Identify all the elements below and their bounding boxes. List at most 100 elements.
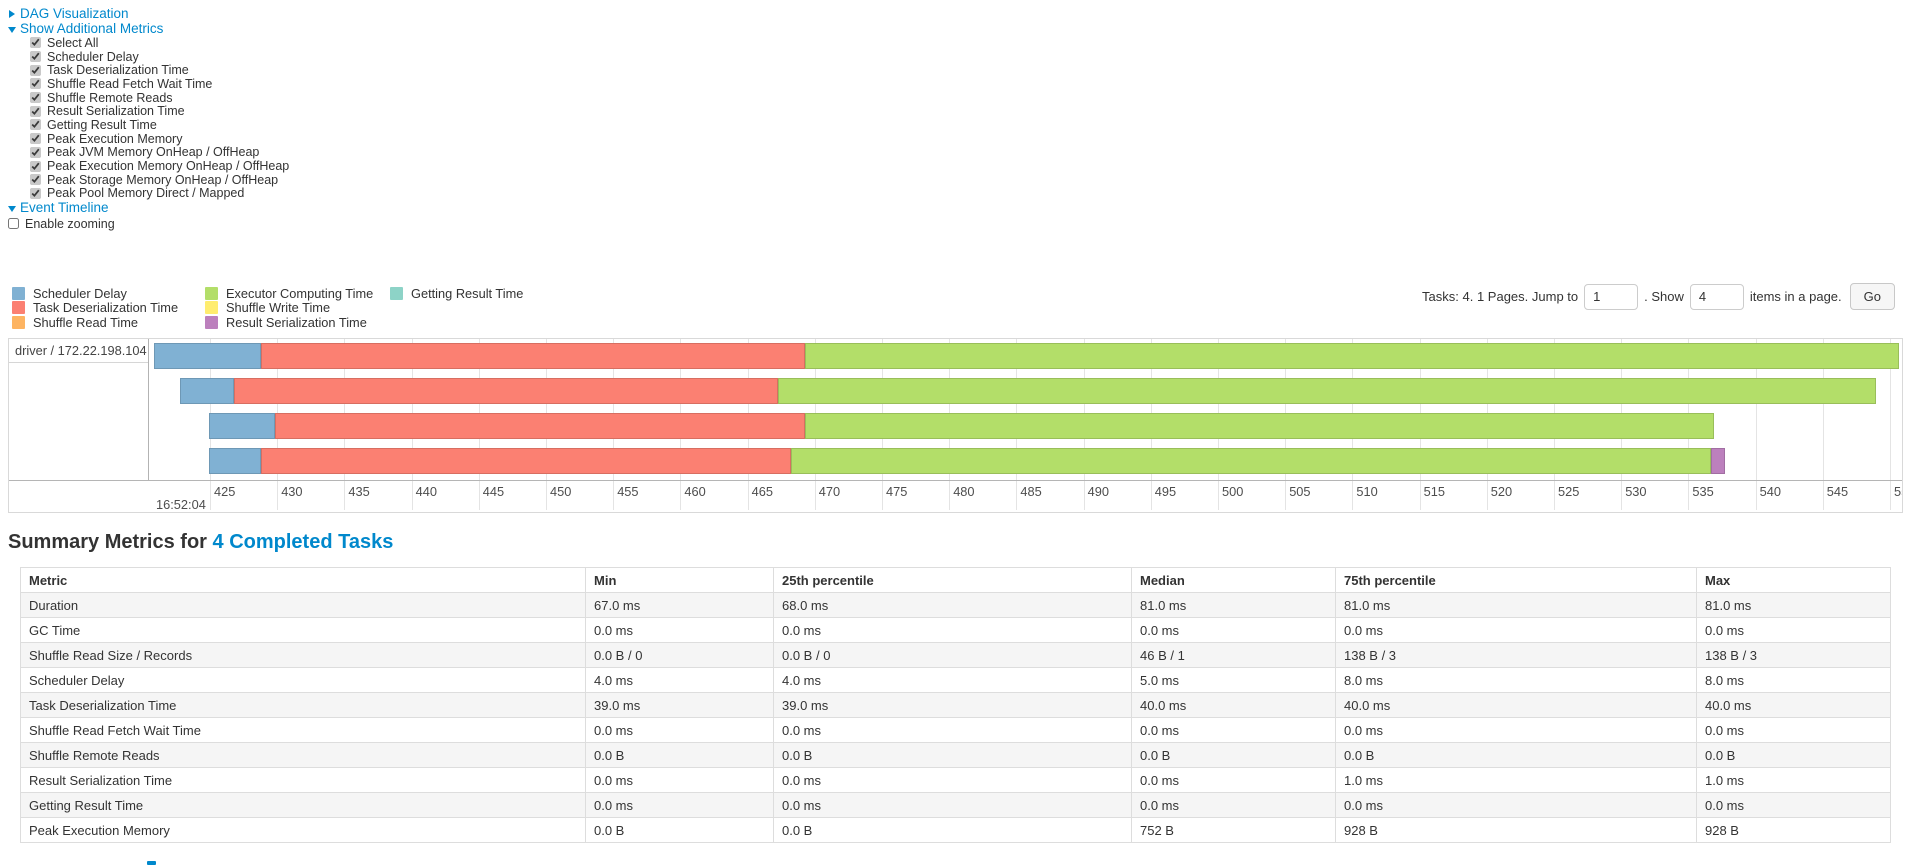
legend-swatch-icon bbox=[12, 315, 25, 329]
metric-checkbox-peak-pool-memory-direct-mapped[interactable] bbox=[30, 187, 41, 199]
metric-checkbox-shuffle-read-fetch-wait-time[interactable] bbox=[30, 78, 41, 90]
timeline-tick-label: 455 bbox=[617, 484, 639, 500]
timeline-task-bar-task-1[interactable] bbox=[153, 343, 1900, 370]
summary-metrics-heading: Summary Metrics for 4 Completed Tasks bbox=[8, 531, 1907, 554]
timeline-tick-label: 445 bbox=[482, 484, 505, 500]
metric-option-label: Peak Execution Memory bbox=[47, 131, 183, 146]
metric-checkbox-result-serialization-time[interactable] bbox=[30, 105, 41, 117]
metric-value-cell: 0.0 ms bbox=[773, 717, 1132, 744]
dag-visualization-toggle[interactable]: DAG Visualization bbox=[8, 6, 1907, 21]
timeline-tick-label: 460 bbox=[684, 484, 706, 500]
timeline-legend: Scheduler Delay Task Deserialization Time… bbox=[12, 285, 523, 330]
timeline-segment-scheduler-delay bbox=[153, 343, 262, 370]
metric-value-cell: 5.0 ms bbox=[1131, 667, 1336, 694]
metric-option-task-deserialization-time: Task Deserialization Time bbox=[30, 63, 1907, 77]
event-timeline-toggle[interactable]: Event Timeline bbox=[8, 200, 1907, 215]
metric-value-cell: 40.0 ms bbox=[1131, 692, 1336, 719]
caret-right-icon bbox=[9, 9, 15, 18]
metric-value-cell: 68.0 ms bbox=[773, 592, 1132, 619]
timeline-task-bar-task-4[interactable] bbox=[208, 448, 1725, 475]
metric-checkbox-peak-jvm-memory-onheap-offheap[interactable] bbox=[30, 146, 41, 158]
event-timeline-label: Event Timeline bbox=[20, 200, 109, 216]
timeline-tick-label: 435 bbox=[348, 484, 370, 500]
legend-column: Getting Result Time bbox=[390, 286, 523, 329]
enable-zooming-row: Enable zooming bbox=[8, 216, 1907, 231]
metric-option-label: Task Deserialization Time bbox=[47, 63, 189, 78]
metric-option-label: Peak Execution Memory OnHeap / OffHeap bbox=[47, 159, 290, 174]
timeline-segment-task-deserialization bbox=[261, 343, 806, 370]
timeline-segment-executor-computing bbox=[805, 413, 1714, 440]
metric-value-cell: 0.0 ms bbox=[585, 792, 774, 819]
legend-swatch-icon bbox=[390, 286, 403, 300]
show-additional-metrics-toggle[interactable]: Show Additional Metrics bbox=[8, 21, 1907, 36]
metric-value-cell: 81.0 ms bbox=[1696, 592, 1891, 619]
summary-row-shuffle-remote-reads: Shuffle Remote Reads 0.0 B 0.0 B 0.0 B 0.0 B… bbox=[20, 742, 1891, 769]
pagination-summary-text: Tasks: 4. 1 Pages. Jump to bbox=[1422, 289, 1579, 305]
legend-item-shuffle-write-time: Shuffle Write Time bbox=[205, 300, 390, 315]
legend-item-task-deserialization-time: Task Deserialization Time bbox=[12, 300, 205, 315]
summary-heading-text: Summary Metrics for bbox=[8, 531, 213, 554]
metric-name-cell: Shuffle Read Fetch Wait Time bbox=[20, 717, 586, 744]
metric-checkbox-shuffle-remote-reads[interactable] bbox=[30, 92, 41, 104]
metric-checkbox-peak-execution-memory[interactable] bbox=[30, 133, 41, 145]
show-additional-metrics-label: Show Additional Metrics bbox=[20, 21, 164, 36]
metric-value-cell: 0.0 ms bbox=[773, 617, 1132, 644]
metric-option-scheduler-delay: Scheduler Delay bbox=[30, 50, 1907, 64]
completed-tasks-link[interactable]: 4 Completed Tasks bbox=[212, 531, 394, 554]
metric-value-cell: 0.0 ms bbox=[585, 717, 774, 744]
go-button[interactable]: Go bbox=[1849, 283, 1895, 311]
metric-value-cell: 0.0 B / 0 bbox=[585, 642, 774, 669]
timeline-task-bar-task-3[interactable] bbox=[208, 413, 1714, 440]
metric-value-cell: 928 B bbox=[1696, 817, 1891, 844]
metric-option-label: Peak Pool Memory Direct / Mapped bbox=[47, 186, 245, 201]
metric-value-cell: 0.0 B bbox=[1696, 742, 1891, 769]
enable-zooming-checkbox[interactable] bbox=[8, 218, 19, 230]
metric-name-cell: Peak Execution Memory bbox=[20, 817, 586, 844]
legend-label: Scheduler Delay bbox=[33, 285, 127, 301]
timeline-tick-label: 425 bbox=[214, 484, 236, 500]
timeline-tick-label: 430 bbox=[281, 484, 303, 500]
timeline-tick-label: 465 bbox=[751, 484, 773, 500]
legend-item-shuffle-read-time: Shuffle Read Time bbox=[12, 315, 205, 330]
metric-name-cell: Getting Result Time bbox=[20, 792, 586, 819]
metric-value-cell: 81.0 ms bbox=[1335, 592, 1697, 619]
metric-value-cell: 0.0 B bbox=[1335, 742, 1697, 769]
metric-name-cell: Shuffle Read Size / Records bbox=[20, 642, 586, 669]
metric-value-cell: 928 B bbox=[1335, 817, 1697, 844]
enable-zooming-label: Enable zooming bbox=[25, 216, 115, 231]
metric-value-cell: 0.0 ms bbox=[1131, 792, 1336, 819]
metric-checkbox-select-all[interactable] bbox=[30, 37, 41, 49]
timeline-tick-label: 525 bbox=[1558, 484, 1580, 500]
timeline-gridline bbox=[1890, 339, 1891, 511]
timeline-major-tick-label: 16:52:04 bbox=[156, 497, 206, 513]
page-size-input[interactable] bbox=[1689, 283, 1744, 310]
timeline-tick-label: 545 bbox=[1826, 484, 1849, 500]
summary-row-shuffle-read-size-records: Shuffle Read Size / Records 0.0 B / 0 0.0 … bbox=[20, 642, 1891, 669]
metric-value-cell: 0.0 ms bbox=[1696, 717, 1891, 744]
metric-option-label: Shuffle Remote Reads bbox=[47, 90, 173, 105]
metric-option-shuffle-read-fetch-wait-time: Shuffle Read Fetch Wait Time bbox=[30, 77, 1907, 91]
timeline-task-bar-task-2[interactable] bbox=[180, 378, 1877, 405]
timeline-segment-task-deserialization bbox=[261, 448, 791, 475]
metric-value-cell: 0.0 ms bbox=[1335, 717, 1697, 744]
summary-row-shuffle-read-fetch-wait-time: Shuffle Read Fetch Wait Time 0.0 ms 0.0 ms… bbox=[20, 717, 1891, 744]
timeline-tick-label: 510 bbox=[1356, 484, 1378, 500]
metric-value-cell: 0.0 ms bbox=[1131, 717, 1336, 744]
summary-header-min: Min bbox=[585, 567, 774, 594]
summary-row-gc-time: GC Time 0.0 ms 0.0 ms 0.0 ms 0.0 ms 0.0 ms bbox=[20, 617, 1891, 644]
metric-checkbox-task-deserialization-time[interactable] bbox=[30, 64, 41, 76]
jump-to-page-input[interactable] bbox=[1584, 283, 1639, 310]
timeline-segment-scheduler-delay bbox=[208, 448, 262, 475]
timeline-segment-task-deserialization bbox=[274, 413, 806, 440]
executor-group-label: driver / 172.22.198.104 bbox=[9, 339, 148, 364]
metric-checkbox-getting-result-time[interactable] bbox=[30, 119, 41, 131]
legend-swatch-icon bbox=[12, 286, 25, 300]
timeline-segment-scheduler-delay bbox=[208, 413, 275, 440]
metric-checkbox-peak-execution-memory-onheap-offheap[interactable] bbox=[30, 160, 41, 172]
metric-value-cell: 138 B / 3 bbox=[1335, 642, 1697, 669]
next-section-peek bbox=[147, 861, 156, 865]
summary-header-metric: Metric bbox=[20, 567, 586, 594]
metric-checkbox-scheduler-delay[interactable] bbox=[30, 51, 41, 63]
metric-checkbox-peak-storage-memory-onheap-offheap[interactable] bbox=[30, 174, 41, 186]
